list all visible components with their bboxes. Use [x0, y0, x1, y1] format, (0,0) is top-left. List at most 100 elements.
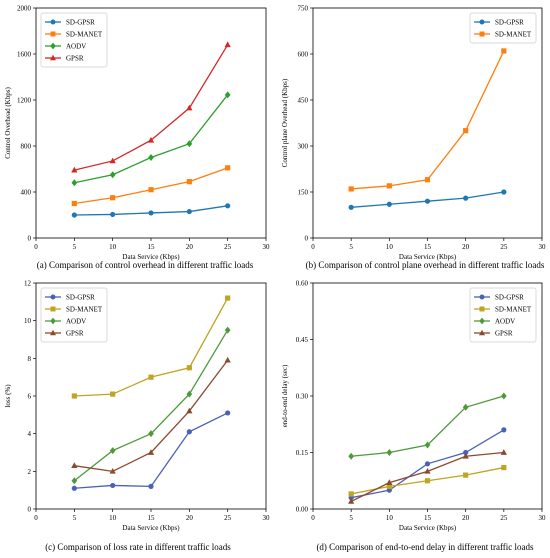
- series-sd-gpsr: [348, 189, 507, 210]
- x-axis-label: Data Service (Kbps): [122, 524, 180, 532]
- legend: SD-GPSR SD-MANET AODV GPSR: [469, 287, 537, 343]
- x-tick-label: 15: [148, 243, 156, 251]
- legend-label: SD-MANET: [495, 31, 532, 39]
- data-point: [148, 430, 154, 438]
- x-tick-label: 25: [224, 243, 232, 251]
- legend-marker: [479, 294, 485, 300]
- data-point: [110, 195, 116, 201]
- y-tick-label: 2: [28, 468, 32, 476]
- legend-marker: [479, 329, 485, 336]
- data-point: [225, 165, 231, 171]
- legend-marker: [50, 42, 56, 50]
- data-point: [348, 491, 354, 497]
- x-tick-label: 5: [349, 514, 353, 522]
- y-tick-label: 0.60: [296, 280, 309, 288]
- y-tick-label: 12: [24, 280, 32, 288]
- y-axis-label: Control Overhead (Kbps): [4, 87, 12, 159]
- chart-caption: (a) Comparison of control overhead in di…: [37, 260, 254, 270]
- data-point: [463, 472, 469, 478]
- series-sd-gpsr: [71, 203, 231, 218]
- legend-label: AODV: [495, 318, 515, 326]
- x-tick-label: 20: [186, 514, 194, 522]
- x-tick-label: 0: [34, 514, 38, 522]
- data-point: [501, 48, 507, 54]
- series-sd-manet: [348, 48, 507, 192]
- x-tick-label: 25: [500, 243, 508, 251]
- data-point: [147, 449, 155, 455]
- data-point: [71, 477, 78, 485]
- y-tick-label: 0.00: [296, 506, 309, 514]
- data-point: [348, 186, 354, 192]
- legend-box: [40, 287, 108, 343]
- x-tick-label: 15: [424, 514, 432, 522]
- x-tick-label: 5: [73, 243, 77, 251]
- x-axis-label: Data Service (Kbps): [122, 253, 180, 261]
- data-point: [424, 177, 431, 183]
- data-point: [501, 464, 507, 471]
- data-point: [225, 410, 231, 416]
- data-point: [386, 479, 393, 485]
- x-tick-label: 25: [224, 514, 232, 522]
- legend-label: SD-GPSR: [66, 294, 95, 302]
- legend-box: [469, 287, 537, 343]
- legend-label: GPSR: [495, 330, 513, 338]
- y-axis-label: loss (%): [4, 384, 12, 408]
- data-point: [424, 441, 431, 449]
- data-point: [386, 483, 392, 489]
- legend-box: [469, 12, 537, 44]
- data-point: [501, 427, 507, 433]
- legend-marker: [479, 31, 485, 37]
- legend-label: AODV: [66, 43, 86, 51]
- y-tick-label: 6: [28, 393, 32, 401]
- y-tick-label: 0: [28, 235, 32, 243]
- legend-box: [40, 12, 108, 68]
- y-tick-label: 400: [21, 189, 32, 197]
- data-point: [186, 104, 193, 111]
- legend-marker: [479, 19, 485, 25]
- y-tick-label: 150: [298, 189, 309, 197]
- data-point: [348, 204, 354, 210]
- x-tick-label: 30: [539, 514, 547, 522]
- legend-marker: [50, 317, 56, 325]
- x-axis-label: Data Service (Kbps): [399, 253, 457, 261]
- legend-label: GPSR: [66, 55, 84, 63]
- data-point: [224, 91, 231, 99]
- x-tick-label: 10: [386, 514, 394, 522]
- series-line: [351, 50, 505, 190]
- series-sd-gpsr: [71, 410, 231, 491]
- y-tick-label: 4: [28, 430, 32, 438]
- series-aodv: [71, 326, 231, 485]
- legend-marker: [50, 54, 56, 61]
- data-point: [71, 462, 78, 469]
- data-point: [186, 407, 193, 414]
- chart-a: 0 5 10 15 20 25 30 0 400 800 1200 1600 2000 Data Serv…: [4, 5, 270, 271]
- data-point: [71, 166, 78, 173]
- x-tick-label: 20: [462, 243, 470, 251]
- legend-label: SD-MANET: [66, 306, 103, 314]
- series-line: [73, 329, 229, 482]
- legend-marker: [479, 306, 485, 312]
- x-tick-label: 20: [186, 243, 194, 251]
- x-tick-label: 10: [109, 514, 117, 522]
- y-tick-label: 8: [28, 355, 32, 363]
- data-point: [500, 449, 507, 455]
- data-point: [109, 157, 116, 164]
- y-axis-label: Control plane Overhead (Kbps): [281, 78, 289, 167]
- legend-marker: [50, 329, 56, 336]
- x-tick-label: 30: [263, 243, 271, 251]
- data-point: [424, 198, 431, 204]
- data-point: [500, 392, 507, 400]
- data-point: [186, 429, 192, 435]
- x-tick-label: 30: [263, 514, 271, 522]
- data-point: [225, 295, 231, 301]
- series-aodv: [71, 91, 231, 187]
- y-tick-label: 300: [298, 143, 309, 151]
- x-tick-label: 15: [424, 243, 432, 251]
- data-point: [148, 210, 154, 216]
- data-point: [463, 195, 469, 201]
- x-tick-label: 15: [148, 514, 156, 522]
- data-point: [71, 212, 77, 218]
- data-point: [148, 374, 154, 380]
- data-point: [71, 179, 78, 187]
